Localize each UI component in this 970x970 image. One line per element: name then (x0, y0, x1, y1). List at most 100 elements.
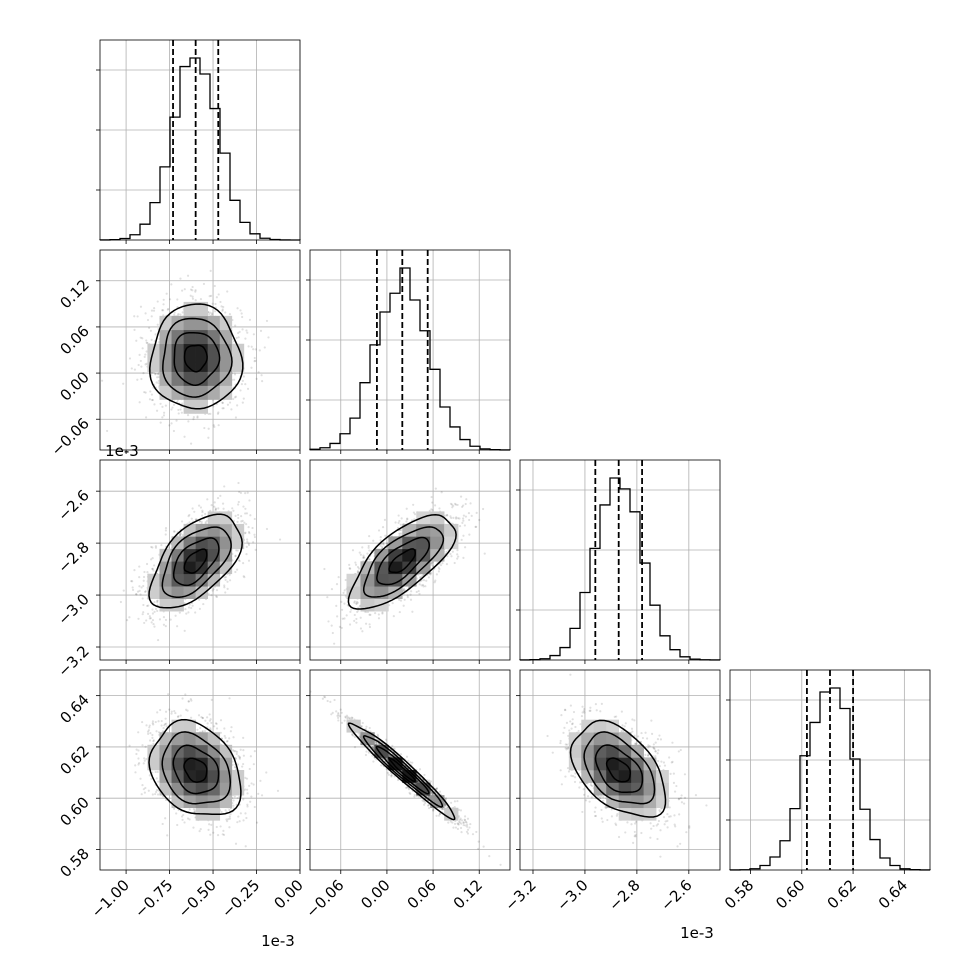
scatter-point (456, 503, 459, 507)
scatter-point (194, 518, 197, 521)
scatter-point (133, 315, 136, 318)
scatter-point (245, 545, 248, 549)
scatter-point (362, 554, 365, 557)
scatter-point (201, 510, 204, 514)
scatter-point (358, 551, 361, 554)
scatter-point (179, 533, 182, 536)
scatter-point (456, 517, 460, 520)
scatter-point (238, 330, 241, 333)
scatter-point (207, 427, 210, 430)
scatter-point (467, 512, 471, 515)
scatter-point (440, 491, 443, 494)
density-cell (207, 511, 221, 525)
scatter-point (168, 298, 172, 301)
scatter-point (152, 371, 155, 374)
scatter-point (136, 590, 140, 593)
scatter-point (381, 545, 384, 548)
scatter-point (239, 389, 242, 392)
scatter-point (181, 311, 184, 314)
scatter-point (191, 507, 194, 510)
scatter-point (406, 518, 409, 521)
scatter-point (246, 491, 249, 494)
scatter-point (245, 329, 248, 332)
scatter-point (236, 307, 239, 310)
scatter-point (233, 396, 237, 399)
scatter-point (245, 553, 248, 556)
scatter-point (154, 333, 157, 336)
scatter-point (231, 507, 234, 510)
scatter-point (198, 607, 201, 610)
panel-frame (309, 249, 511, 451)
contours (149, 303, 244, 410)
scatter-point (172, 429, 176, 433)
scatter-point (188, 521, 191, 524)
scatter-point (157, 379, 160, 383)
scatter-point (219, 300, 222, 304)
scatter-point (142, 579, 145, 582)
scatter-point (340, 600, 343, 603)
scatter-point (154, 546, 158, 549)
scatter-point (244, 531, 247, 534)
scatter-point (397, 521, 400, 524)
scatter-point (410, 590, 413, 593)
scatter-point (383, 518, 387, 521)
scatter-point (224, 576, 227, 579)
scatter-point (411, 610, 414, 613)
scatter-point (374, 612, 377, 615)
scatter-point (354, 561, 357, 564)
scatter-point (456, 557, 459, 560)
scatter-point (186, 274, 190, 277)
scatter-point (154, 607, 158, 611)
density-cell (219, 315, 233, 331)
scatter-point (194, 611, 197, 614)
scatter-point (192, 417, 195, 421)
scatter-point (215, 296, 218, 299)
scatter-point (247, 543, 251, 547)
scatter-point (105, 429, 109, 433)
scatter-point (145, 350, 148, 353)
scatter-point (441, 562, 444, 565)
scatter-point (234, 395, 238, 398)
scatter-point (247, 559, 251, 562)
density-cell (147, 586, 160, 600)
scatter-point (355, 602, 358, 605)
scatter-point (381, 542, 385, 545)
scatter-point (176, 298, 179, 301)
scatter-point (212, 588, 215, 591)
density-cell (219, 371, 233, 386)
scatter-point (438, 567, 441, 571)
density-cell (207, 385, 221, 400)
scatter-point (187, 606, 191, 609)
scatter-point (226, 403, 230, 406)
scatter-point (177, 412, 180, 415)
scatter-point (345, 614, 348, 617)
scatter-point (430, 508, 433, 511)
scatter-point (463, 546, 467, 549)
contours (148, 513, 243, 609)
scatter-point (137, 363, 140, 367)
scatter-point (450, 555, 453, 558)
scatter-point (406, 596, 409, 599)
panel-content (101, 269, 270, 445)
scatter-point (138, 353, 141, 356)
contour-level-1 (183, 548, 208, 574)
scatter-point (230, 408, 233, 411)
scatter-point (156, 599, 159, 602)
scatter-point (153, 306, 156, 310)
density-cell (171, 315, 184, 331)
scatter-point (201, 514, 204, 517)
scatter-point (258, 349, 261, 352)
scatter-point (237, 503, 240, 506)
scatter-point (335, 583, 339, 586)
scatter-point (237, 500, 240, 504)
scatter-point (403, 598, 406, 601)
scatter-point (439, 564, 443, 567)
scatter-point (141, 597, 144, 600)
scatter-point (133, 569, 136, 572)
scatter-point (150, 315, 153, 318)
scatter-point (224, 591, 227, 594)
scatter-point (234, 555, 237, 558)
scatter-point (194, 290, 197, 293)
scatter-point (224, 578, 227, 581)
scatter-point (398, 610, 401, 614)
